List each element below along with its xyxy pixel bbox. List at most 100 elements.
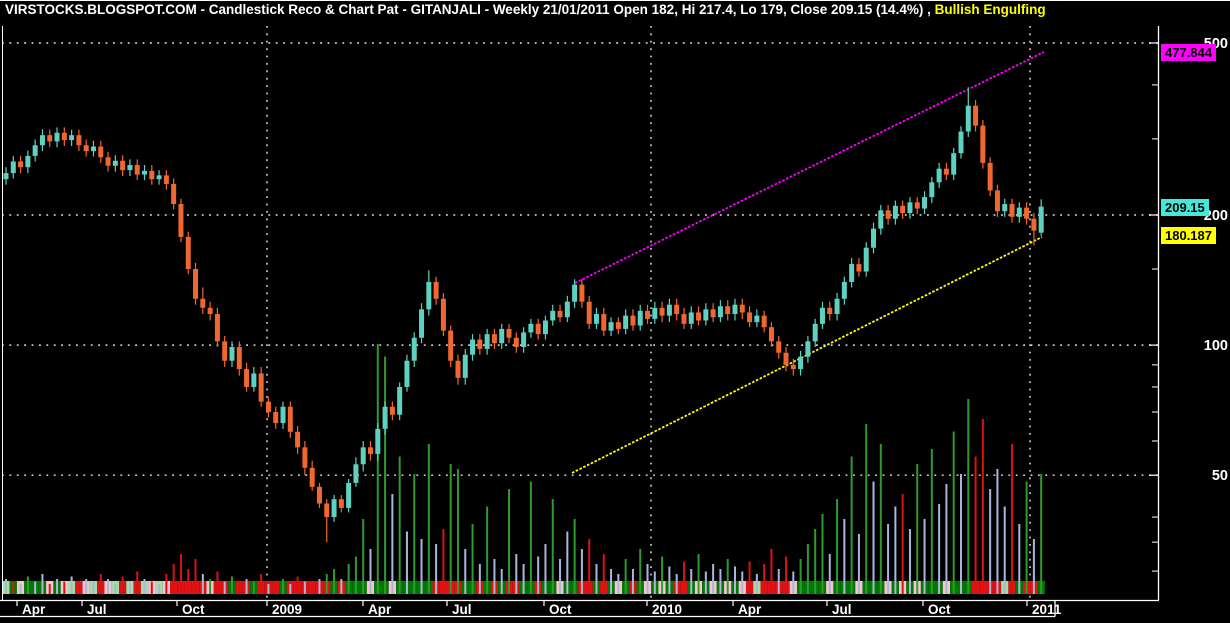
volume-bar	[238, 584, 241, 594]
volume-bar	[719, 569, 722, 594]
candle-body	[499, 328, 505, 344]
candle-body	[768, 327, 774, 342]
volume-bar	[442, 529, 445, 594]
candle-body	[790, 364, 796, 370]
volume-bar	[172, 564, 175, 594]
candle-body	[856, 264, 862, 272]
candle-body	[1002, 204, 1008, 212]
volume-bar	[836, 499, 839, 594]
candle-body	[69, 135, 75, 141]
volume-bar	[1032, 539, 1035, 594]
volume-bar	[537, 556, 540, 594]
volume-bar	[879, 444, 882, 594]
candle-body	[1031, 218, 1037, 231]
candle-body	[3, 173, 9, 180]
candle-body	[885, 210, 891, 219]
candle-body	[324, 503, 330, 518]
candle-body	[710, 309, 716, 318]
candle-body	[798, 356, 804, 370]
candle-body	[462, 354, 468, 378]
volume-bar	[318, 579, 321, 594]
candle-body	[717, 306, 723, 318]
volume-bar	[107, 579, 110, 594]
volume-bar	[974, 456, 977, 594]
candle-body	[572, 284, 578, 302]
volume-bar	[792, 571, 795, 594]
candle-body	[681, 314, 687, 324]
volume-bar	[413, 474, 416, 594]
volume-bar	[405, 531, 408, 594]
volume-bar	[347, 564, 350, 594]
candle-body	[783, 352, 789, 365]
candle-body	[229, 346, 235, 361]
volume-bar	[478, 564, 481, 594]
volume-bar	[158, 584, 161, 594]
candle-body	[550, 310, 556, 321]
volume-bar	[464, 549, 467, 594]
candle-body	[747, 312, 753, 323]
x-axis-label: 2010	[652, 602, 682, 617]
candle-body	[630, 315, 636, 326]
volume-bar	[1025, 481, 1028, 594]
volume-bar	[857, 534, 860, 594]
candle-body	[156, 175, 162, 180]
candle-body	[149, 170, 155, 180]
lower-trendline-price-tag: 180.187	[1161, 226, 1216, 244]
x-axis-label: Apr	[22, 602, 46, 617]
volume-bar	[223, 581, 226, 594]
volume-bar	[529, 481, 532, 594]
candle-body	[491, 334, 497, 344]
candle-body	[703, 309, 709, 321]
candle-body	[265, 401, 271, 413]
volume-bar	[996, 469, 999, 594]
volume-bar	[77, 584, 80, 594]
title-bar: VIRSTOCKS.BLOGSPOT.COM - Candlestick Rec…	[5, 2, 1046, 22]
volume-bar	[41, 574, 44, 594]
volume-bar	[675, 574, 678, 594]
volume-bar	[814, 529, 817, 594]
candle-body	[25, 155, 31, 168]
candle-body	[812, 323, 818, 342]
candle-body	[105, 157, 111, 166]
candle-body	[535, 323, 541, 335]
candle-body	[513, 337, 519, 347]
volume-bar	[26, 576, 29, 594]
x-axis-labels: Apr Jul Oct 2009 Apr Jul Oct 2010 Apr Jul Oct 2011	[16, 600, 1062, 617]
volume-bar	[245, 579, 248, 594]
volume-bar	[682, 561, 685, 594]
volume-bar	[930, 449, 933, 594]
candle-body	[368, 447, 373, 454]
candle-body	[965, 105, 971, 132]
volume-bar	[551, 499, 554, 594]
candle-body	[761, 315, 767, 328]
candle-body	[331, 499, 337, 518]
pattern-label: Bullish Engulfing	[934, 2, 1046, 17]
candle-body	[440, 298, 446, 331]
volume-bar	[704, 571, 707, 594]
candle-body	[251, 373, 257, 387]
candle-body	[18, 161, 24, 168]
volume-bar	[865, 424, 868, 594]
candle-body	[142, 170, 148, 175]
candle-body	[615, 322, 621, 329]
volume-bar	[493, 559, 496, 594]
candle-body	[76, 135, 82, 146]
candle-body	[973, 105, 979, 126]
volume-bar	[303, 581, 306, 594]
candle-body	[579, 284, 585, 302]
volume-bar	[201, 574, 204, 594]
candle-body	[214, 314, 220, 342]
volume-bar	[872, 481, 875, 594]
volume-bar	[252, 581, 255, 594]
volume-bar	[734, 566, 736, 594]
volume-bar	[617, 574, 620, 594]
candle-body	[732, 304, 738, 315]
candle-body	[382, 406, 388, 429]
volume-bar	[420, 539, 423, 594]
volume-bar	[901, 494, 904, 594]
volume-bar	[850, 456, 853, 594]
volume-bar	[369, 549, 372, 594]
volume-bar	[763, 564, 766, 594]
candle-body	[521, 332, 527, 347]
